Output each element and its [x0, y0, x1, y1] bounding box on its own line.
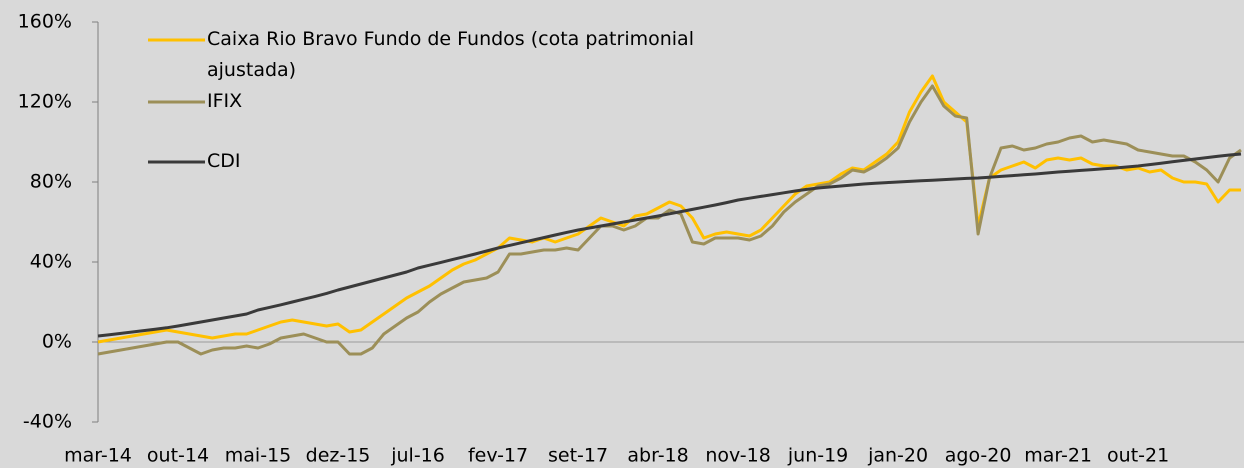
legend-label: IFIX [207, 90, 243, 112]
x-tick-label: mar-21 [1024, 445, 1092, 467]
x-tick-label: abr-18 [627, 445, 688, 467]
x-tick-label: mai-15 [225, 445, 291, 467]
series-line [97, 74, 1241, 344]
x-tick-label: out-21 [1107, 445, 1169, 467]
x-tick-label: dez-15 [306, 445, 371, 467]
x-tick-label: fev-17 [468, 445, 528, 467]
y-tick-label: 160% [18, 11, 72, 33]
y-tick-label: 0% [42, 331, 72, 353]
x-tick-label: out-14 [147, 445, 209, 467]
y-tick-label: 80% [30, 171, 72, 193]
x-tick-label: jun-19 [787, 445, 848, 467]
x-tick-label: nov-18 [705, 445, 770, 467]
y-tick-label: -40% [23, 411, 72, 433]
x-tick-label: jul-16 [390, 445, 445, 467]
legend-label: Caixa Rio Bravo Fundo de Fundos (cota pa… [207, 28, 694, 81]
legend-label: CDI [207, 150, 241, 172]
y-tick-label: 120% [18, 91, 72, 113]
x-tick-label: jan-20 [867, 445, 928, 467]
series-line [97, 84, 1242, 356]
y-tick-label: 40% [30, 251, 72, 273]
x-tick-label: set-17 [548, 445, 608, 467]
series-line [97, 152, 1242, 338]
x-tick-label: mar-14 [64, 445, 132, 467]
x-tick-label: ago-20 [945, 445, 1012, 467]
